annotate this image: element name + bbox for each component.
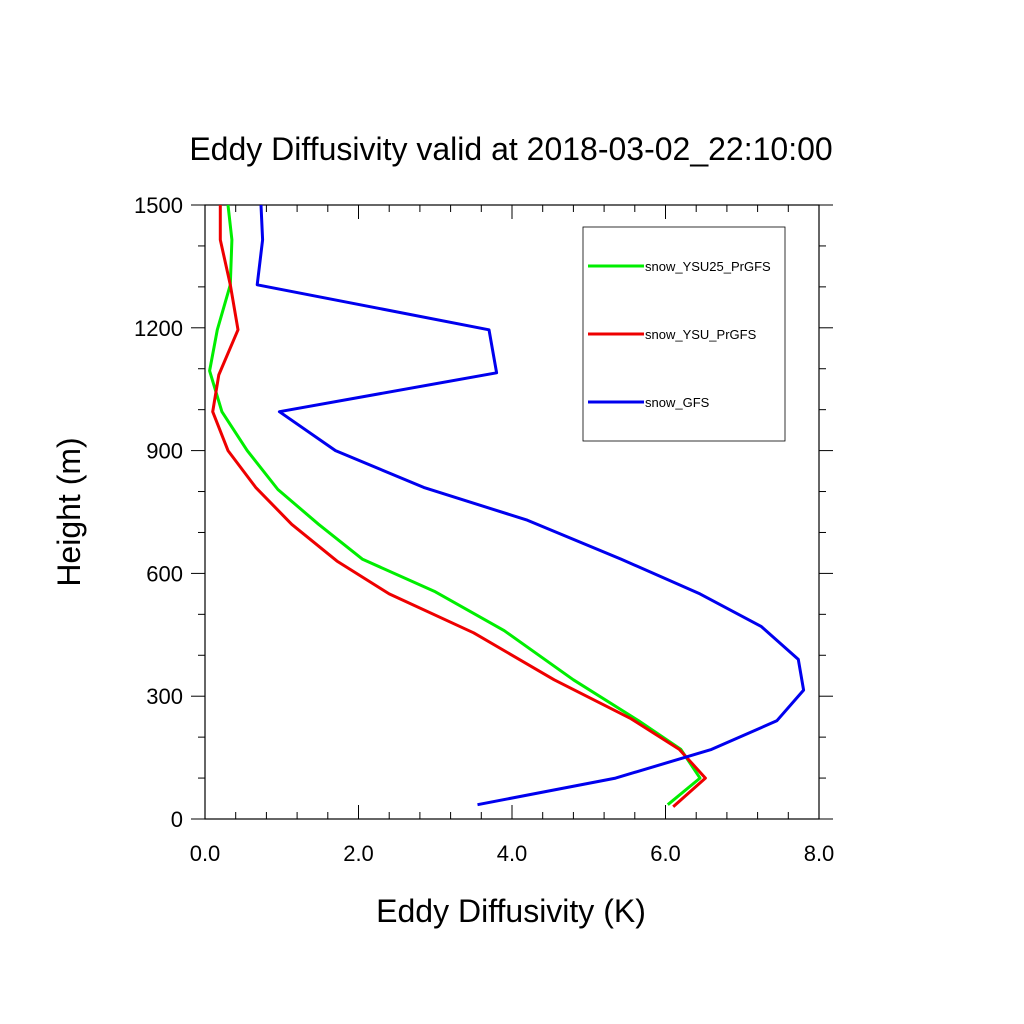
y-tick-label: 1500 <box>134 193 183 218</box>
x-tick-label: 4.0 <box>497 841 528 866</box>
x-tick-label: 2.0 <box>343 841 374 866</box>
y-tick-label: 900 <box>146 439 183 464</box>
y-axis-label: Height (m) <box>51 437 87 586</box>
plot-area <box>191 204 833 820</box>
x-tick-label: 0.0 <box>190 841 221 866</box>
y-tick-labels: 0 300 600 900 1200 1500 <box>134 193 183 832</box>
series-lines <box>208 204 806 808</box>
legend-items: snow_YSU25_PrGFS snow_YSU_PrGFS snow_GFS <box>588 259 771 410</box>
y-axis-ticks <box>191 204 833 820</box>
y-tick-label: 0 <box>171 807 183 832</box>
x-tick-label: 8.0 <box>804 841 835 866</box>
chart-title: Eddy Diffusivity valid at 2018-03-02_22:… <box>189 131 832 167</box>
y-tick-label: 300 <box>146 684 183 709</box>
legend: snow_YSU25_PrGFS snow_YSU_PrGFS snow_GFS <box>582 226 786 442</box>
series-line-snow_YSU_PrGFS <box>211 205 707 808</box>
legend-label: snow_GFS <box>645 395 710 410</box>
x-tick-labels: 0.0 2.0 4.0 6.0 8.0 <box>190 841 835 866</box>
legend-label: snow_YSU_PrGFS <box>645 327 757 342</box>
legend-label: snow_YSU25_PrGFS <box>645 259 771 274</box>
x-axis-ticks <box>204 205 820 819</box>
x-axis-label: Eddy Diffusivity (K) <box>376 893 646 929</box>
y-tick-label: 1200 <box>134 316 183 341</box>
series-line-snow_YSU25_PrGFS <box>208 204 702 806</box>
series-line-snow_GFS <box>255 204 806 807</box>
x-tick-label: 6.0 <box>650 841 681 866</box>
y-tick-label: 600 <box>146 561 183 586</box>
